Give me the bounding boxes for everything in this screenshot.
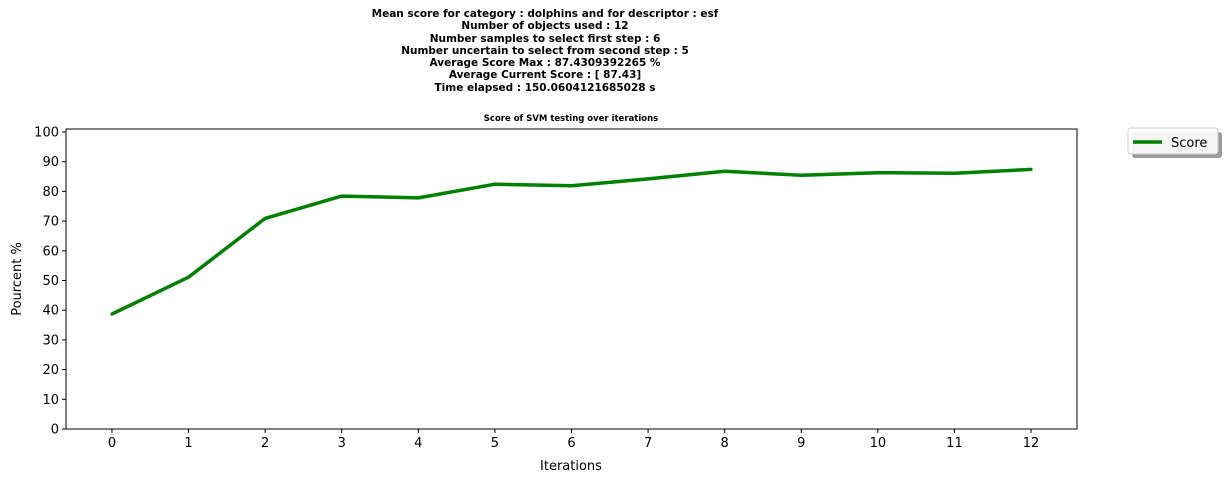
data-point: [186, 275, 191, 279]
y-tick-label: 10: [42, 393, 59, 408]
x-tick-label: 11: [946, 436, 963, 451]
x-tick-label: 4: [414, 436, 422, 451]
data-point: [799, 173, 803, 177]
y-tick-label: 100: [34, 125, 59, 140]
y-tick-label: 40: [42, 304, 59, 319]
header-line-first-step: Number samples to select first step : 6: [429, 32, 661, 45]
x-tick-label: 8: [721, 436, 729, 451]
data-point: [723, 169, 727, 173]
header-line-score-max: Average Score Max : 87.4309392265 %: [429, 57, 661, 70]
y-tick-label: 80: [42, 185, 59, 200]
y-tick-label: 50: [42, 274, 59, 289]
data-point: [876, 171, 880, 175]
series-line-score: [111, 167, 1032, 316]
data-point: [646, 177, 650, 181]
chart-title: Score of SVM testing over iterations: [484, 114, 658, 124]
x-tick-label: 5: [491, 436, 499, 451]
x-axis-label: Iterations: [540, 459, 602, 474]
x-tick-label: 12: [1023, 436, 1040, 451]
legend-label-score: Score: [1171, 136, 1207, 151]
header-line-objects: Number of objects used : 12: [461, 20, 629, 33]
header-line-second-step: Number uncertain to select from second s…: [401, 44, 689, 57]
y-tick-label: 70: [42, 215, 59, 230]
data-point: [340, 194, 344, 198]
x-tick-label: 9: [797, 436, 805, 451]
y-tick-label: 0: [51, 423, 59, 438]
data-point: [1029, 167, 1033, 171]
y-axis-ticks: 0 10 20 30 40 50 60 70 80 90 100: [34, 125, 66, 438]
x-tick-label: 1: [184, 436, 192, 451]
y-tick-label: 20: [42, 363, 59, 378]
x-tick-label: 7: [644, 436, 652, 451]
series-layer: [110, 167, 1033, 316]
data-point: [952, 171, 957, 175]
x-tick-label: 6: [567, 436, 575, 451]
x-tick-label: 2: [261, 436, 269, 451]
x-tick-label: 0: [108, 436, 116, 451]
x-tick-label: 3: [338, 436, 346, 451]
figure-header: Mean score for category : dolphins and f…: [0, 8, 1090, 94]
data-point: [416, 196, 420, 200]
data-point: [493, 182, 497, 186]
y-tick-label: 60: [42, 244, 59, 259]
legend: Score: [1127, 127, 1222, 158]
data-point: [569, 184, 574, 188]
header-line-time: Time elapsed : 150.0604121685028 s: [434, 81, 656, 94]
header-line-current-score: Average Current Score : [ 87.43]: [448, 69, 642, 82]
y-tick-label: 30: [42, 333, 59, 348]
x-axis-ticks: 0 1 2 3 4 5 6 7 8 9 10 11 12: [108, 429, 1040, 451]
header-line-category: Mean score for category : dolphins and f…: [371, 8, 719, 20]
data-point: [263, 216, 267, 221]
data-point: [110, 312, 114, 316]
x-tick-label: 10: [870, 436, 887, 451]
legend-box: [1127, 127, 1219, 155]
y-tick-label: 90: [42, 155, 59, 170]
y-axis-label: Pourcent %: [10, 242, 25, 316]
plot-frame: [65, 128, 1078, 430]
